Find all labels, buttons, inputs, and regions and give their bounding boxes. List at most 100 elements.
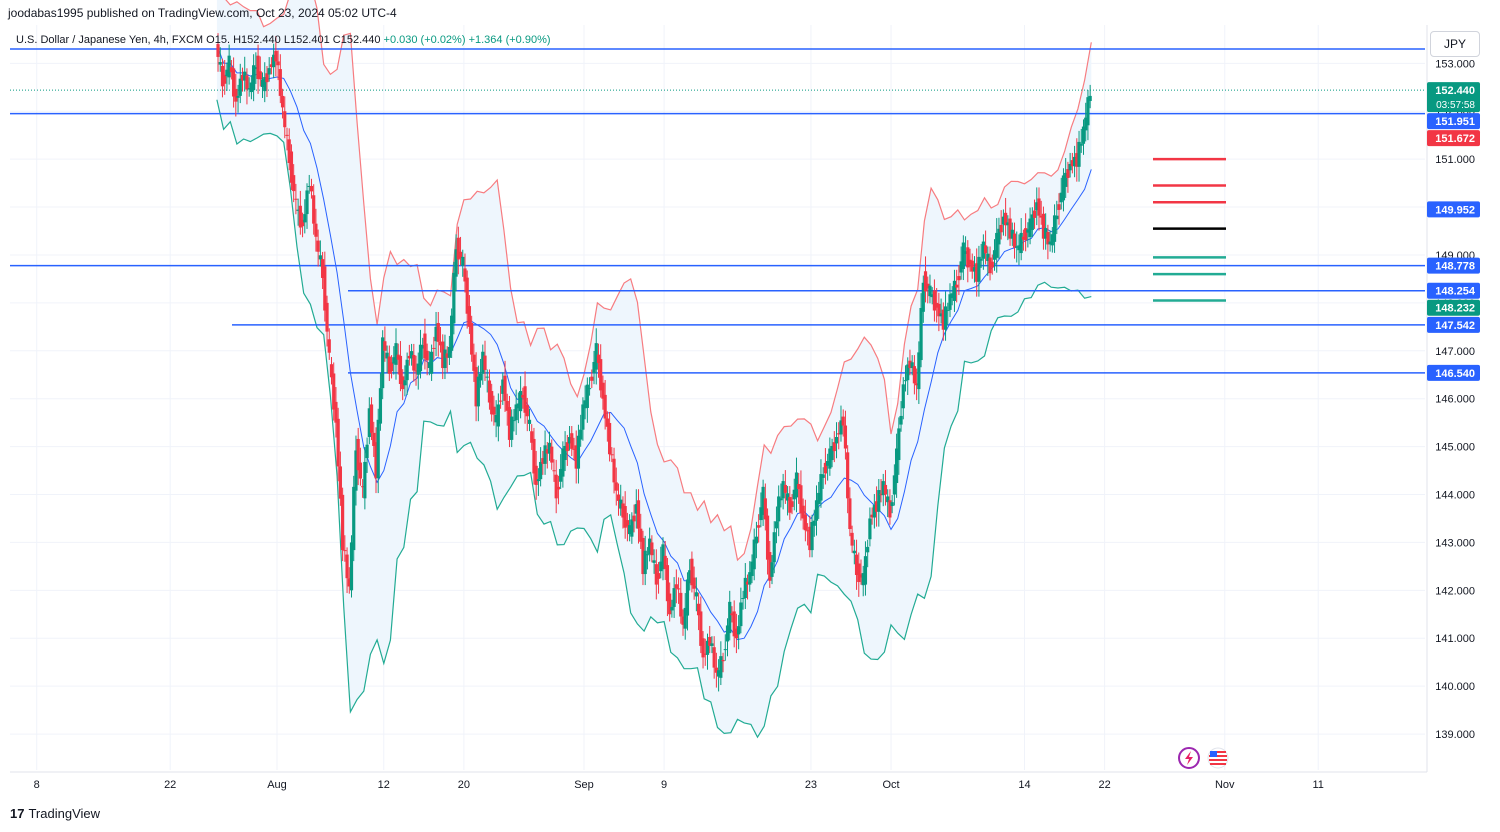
candle-body xyxy=(421,345,425,349)
candle-body xyxy=(398,355,403,385)
candle-body xyxy=(545,449,549,454)
candle-body xyxy=(950,293,954,299)
price-tag-label: 148.232 xyxy=(1435,303,1475,315)
candle-body xyxy=(369,404,374,433)
bb-lower-line xyxy=(216,99,1092,739)
candle-body xyxy=(903,380,908,382)
candle-body xyxy=(966,247,970,268)
candle-body xyxy=(252,65,256,91)
horizontal-levels[interactable] xyxy=(10,48,1425,374)
candle-body xyxy=(650,542,654,556)
candle-body xyxy=(928,285,932,297)
candle-body xyxy=(1081,126,1086,144)
candle-body xyxy=(999,224,1003,233)
candle-body xyxy=(503,375,507,401)
candle-body xyxy=(452,272,456,324)
candle-body xyxy=(563,445,567,461)
candle-body xyxy=(688,570,692,584)
candle-body xyxy=(676,588,681,590)
candle-body xyxy=(785,493,790,501)
candle-body xyxy=(356,438,360,471)
candle-body xyxy=(1059,192,1063,203)
candle-body xyxy=(543,445,547,464)
tradingview-logo[interactable]: 17 TradingView xyxy=(10,806,100,821)
candle-body xyxy=(803,514,807,531)
candle-body xyxy=(303,214,307,223)
candle-body xyxy=(574,445,578,469)
bollinger-bands xyxy=(216,0,1092,739)
candle-body xyxy=(915,383,919,386)
candle-body xyxy=(1072,156,1077,167)
candle-body xyxy=(986,253,990,262)
candle-body xyxy=(939,313,943,317)
candle-body xyxy=(946,309,950,311)
candle-body xyxy=(857,563,861,583)
candle-body xyxy=(743,577,747,599)
price-axis[interactable]: 153.000152.000151.000150.000149.000148.0… xyxy=(1435,58,1475,741)
candle-body xyxy=(294,198,298,200)
candle-body xyxy=(338,466,342,499)
candle-body xyxy=(247,88,251,90)
candle-body xyxy=(447,346,452,358)
candle-body xyxy=(616,494,621,501)
candle-body xyxy=(505,400,509,411)
candle-body xyxy=(547,442,552,454)
candle-body xyxy=(719,656,723,678)
candle-body xyxy=(619,499,623,509)
candle-body xyxy=(581,404,585,430)
candle-body xyxy=(975,263,979,282)
candle-body xyxy=(852,550,856,554)
candle-body xyxy=(498,400,503,402)
candle-body xyxy=(632,515,636,522)
candle-body xyxy=(670,606,674,611)
change-value: +0.030 (+0.02%) xyxy=(383,34,466,46)
candle-body xyxy=(681,616,685,625)
lightning-icon[interactable] xyxy=(1178,747,1200,769)
x-tick-label: 8 xyxy=(34,779,40,791)
time-axis[interactable]: 8 22 Aug 12 20 Sep 9 23 Oct 14 22 Nov 11 xyxy=(34,779,1324,791)
candle-body xyxy=(434,326,438,342)
candle-body xyxy=(979,258,983,261)
y-tick-label: 142.000 xyxy=(1435,585,1475,597)
y-tick-label: 144.000 xyxy=(1435,490,1475,502)
candle-body xyxy=(461,256,465,266)
candle-body xyxy=(821,474,825,478)
candle-body xyxy=(614,482,618,491)
us-flag-icon[interactable] xyxy=(1207,747,1229,769)
candle-body xyxy=(817,492,821,505)
candle-body xyxy=(708,636,712,646)
candle-body xyxy=(752,539,756,570)
candle-body xyxy=(374,442,378,479)
candle-body xyxy=(723,649,727,651)
candle-body xyxy=(841,416,845,426)
candle-body xyxy=(621,503,625,518)
candle-body xyxy=(926,283,930,289)
currency-button[interactable]: JPY xyxy=(1430,31,1480,57)
price-tag xyxy=(1427,316,1480,333)
x-tick-label: 22 xyxy=(164,779,176,791)
candle-body xyxy=(781,481,785,499)
candle-body xyxy=(381,337,385,389)
candle-body xyxy=(532,438,536,474)
bb-fill xyxy=(216,0,1092,738)
candle-body xyxy=(972,267,977,272)
candle-body xyxy=(450,315,454,351)
candle-body xyxy=(1032,210,1037,218)
candle-body xyxy=(501,379,505,394)
candle-body xyxy=(712,647,716,668)
candle-body xyxy=(323,266,327,311)
candle-body xyxy=(679,592,683,617)
candle-body xyxy=(592,361,596,374)
candle-body xyxy=(665,565,670,602)
candle-body xyxy=(425,350,429,361)
symbol-legend: U.S. Dollar / Japanese Yen, 4h, FXCM O15… xyxy=(16,34,551,46)
candle-body xyxy=(941,309,945,330)
x-tick-label: 9 xyxy=(661,779,667,791)
x-tick-label: 11 xyxy=(1312,779,1323,791)
candle-body xyxy=(874,501,879,512)
price-tag xyxy=(1427,299,1480,316)
candle-body xyxy=(481,351,485,374)
candle-body xyxy=(625,520,629,527)
candle-body xyxy=(1006,222,1010,226)
